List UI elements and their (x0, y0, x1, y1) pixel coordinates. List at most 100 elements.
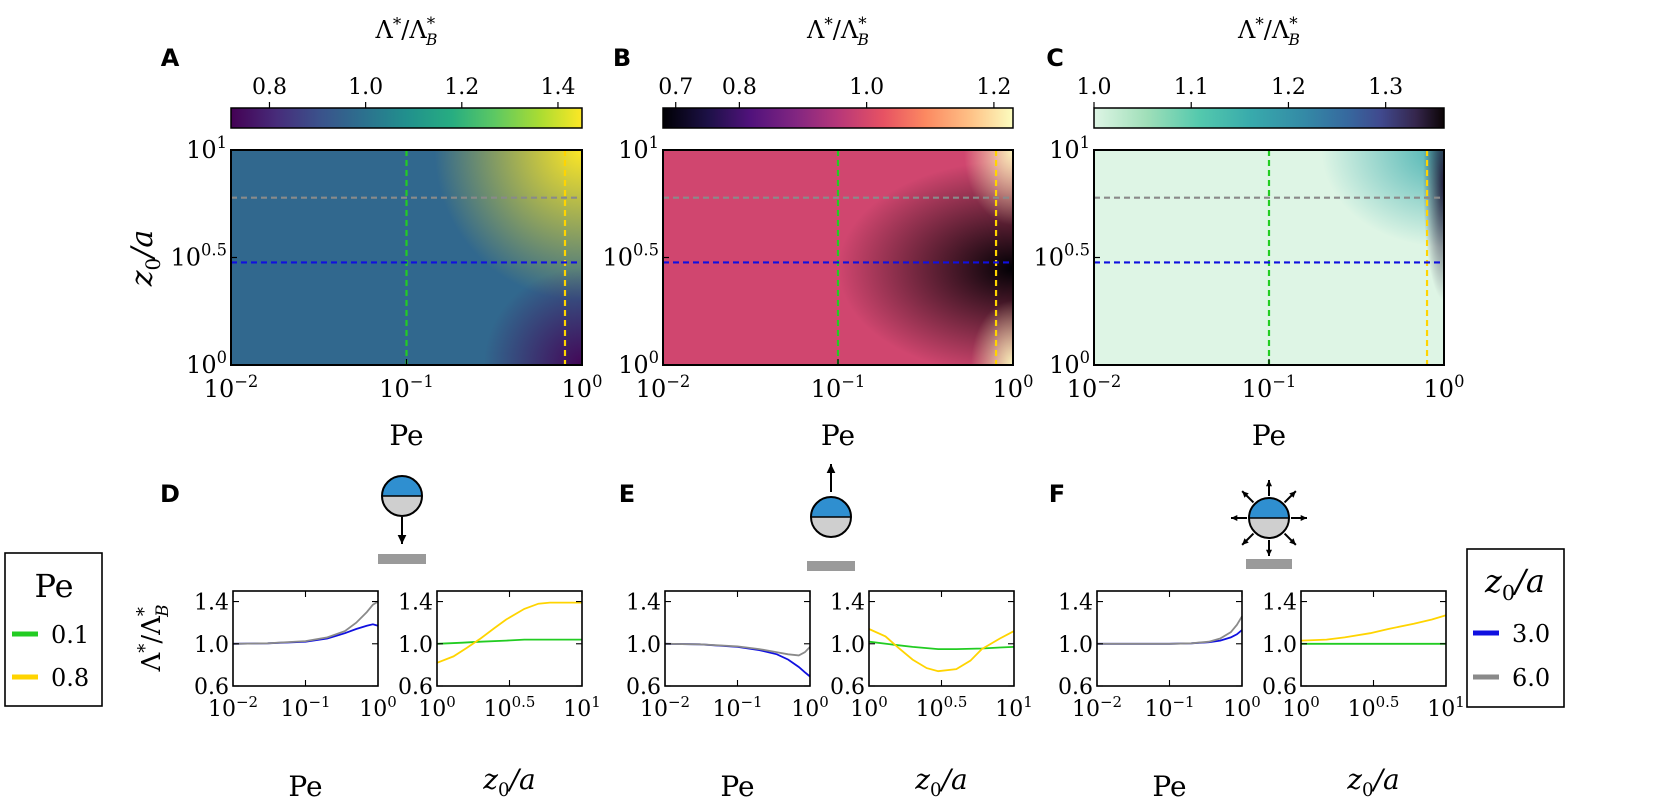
series-line-blue (664, 642, 811, 678)
plot-frame (436, 590, 583, 687)
panel-label: B (613, 44, 631, 72)
x-tick-label: 10−1 (379, 372, 434, 403)
x-tick-label: 100.5 (916, 693, 968, 722)
wall-icon (807, 561, 855, 571)
colorbar-tick-label: 0.8 (252, 75, 287, 100)
x-axis-label: Pe (821, 419, 855, 452)
arrow-icon (826, 464, 836, 492)
x-tick-label: 100 (562, 372, 603, 403)
heatmap-field (1094, 150, 1444, 365)
sphere-bottom (1249, 518, 1289, 538)
colorbar-tick-label: 1.2 (444, 75, 479, 100)
sphere-bottom (382, 496, 422, 516)
sphere-bottom (811, 517, 851, 537)
legend-entry-label: 3.0 (1512, 620, 1550, 648)
y-axis-label: z0/a (125, 230, 165, 288)
legends: Pe 0.1 0.8 z0/a 3.0 6.0 (4, 548, 1565, 708)
x-tick-label: 101 (563, 693, 601, 722)
x-tick-label: 10−2 (1072, 693, 1122, 722)
sphere-top (1249, 498, 1289, 518)
series-line-green (868, 640, 1015, 650)
schematic-d (378, 475, 426, 564)
arrow-icon (1283, 490, 1297, 504)
wall-icon (1246, 559, 1292, 569)
colorbar-label: Λ*/Λ* B (375, 13, 438, 49)
x-axis-label: Pe (1152, 770, 1186, 803)
heatmap-panel-b: B 0.7 0.8 1.0 1.2 Λ*/Λ* B 10−2 10−1 100 Pe 100 100.5… (603, 13, 1034, 452)
legend-title: z0/a (1484, 562, 1545, 605)
heatmap-region (483, 268, 582, 365)
colorbar-tick-label: 1.0 (348, 75, 383, 100)
subplot-vs-z0: 0.6 1.0 1.4 100 100.5 101 z0/a (398, 590, 601, 801)
x-tick-label: 10−1 (280, 693, 330, 722)
legend-pe: Pe 0.1 0.8 (4, 552, 103, 707)
legend-entry-label: 0.1 (51, 621, 89, 649)
x-axis-label: z0/a (482, 763, 535, 801)
arrow-icon (1265, 480, 1273, 496)
x-tick-label: 10−1 (811, 372, 866, 403)
y-tick-label: 100 (1049, 348, 1090, 379)
wall-icon (378, 554, 426, 564)
colorbar-label: Λ*/Λ* B (806, 13, 869, 49)
swimmer-icons (378, 464, 1307, 571)
line-panel-e: E 0.6 1.0 1.4 10−2 10−1 100 Pe 0.6 1.0 1.4 100 100.5… (619, 480, 1033, 803)
legend-frame (4, 552, 103, 707)
heatmap-panels: A 0.8 1.0 1.2 1.4 Λ*/Λ* B 10−2 10−1 100 Pe 100 100.5… (125, 13, 1465, 452)
x-tick-label: 100 (1424, 372, 1465, 403)
arrow-icon (397, 517, 407, 544)
colorbar-tick-label: 1.4 (540, 75, 575, 100)
y-tick-label: 0.6 (194, 675, 229, 700)
legend-frame (1466, 548, 1565, 708)
x-tick-label: 100 (791, 693, 829, 722)
arrow-head (826, 464, 836, 474)
y-tick-label: 0.6 (398, 675, 433, 700)
arrow-head (1242, 491, 1249, 498)
legend-title: Pe (34, 567, 73, 605)
x-tick-label: 101 (995, 693, 1033, 722)
y-tick-label: 1.4 (626, 591, 661, 616)
y-tick-label: 1.0 (830, 633, 865, 658)
x-tick-label: 100 (850, 693, 888, 722)
arrow-head (1289, 538, 1296, 545)
x-tick-label: 10−2 (204, 372, 259, 403)
heatmap-region (971, 300, 1013, 365)
heatmap-panel-a: A 0.8 1.0 1.2 1.4 Λ*/Λ* B 10−2 10−1 100 Pe 100 100.5… (125, 13, 603, 452)
legend-z0: z0/a 3.0 6.0 (1466, 548, 1565, 708)
heatmap-field (663, 150, 1013, 365)
sphere-top (382, 476, 422, 496)
colorbar-tick-label: 1.3 (1368, 75, 1403, 100)
colorbar (662, 107, 1014, 129)
arrow-icon (1231, 514, 1247, 522)
x-axis-label: Pe (720, 770, 754, 803)
x-tick-label: 101 (1427, 693, 1465, 722)
colorbar (1093, 107, 1445, 129)
y-tick-label: 100 (618, 348, 659, 379)
x-tick-label: 100 (418, 693, 456, 722)
y-tick-label: 100.5 (603, 240, 660, 271)
line-panel-f: F 0.6 1.0 1.4 10−2 10−1 100 Pe 0.6 1.0 1.4 100 100.5… (1049, 480, 1465, 803)
subplot-vs-pe: 0.6 1.0 1.4 10−2 10−1 100 Pe (626, 590, 829, 803)
sphere-outline (810, 496, 852, 538)
arrow-icon (1283, 532, 1297, 546)
y-tick-label: 0.6 (1058, 675, 1093, 700)
arrow-icon (1241, 532, 1255, 546)
subplot-vs-pe: 0.6 1.0 1.4 10−2 10−1 100 Pe (1058, 590, 1261, 803)
x-tick-label: 10−2 (1067, 372, 1122, 403)
swimmer-sphere-icon (381, 475, 423, 517)
series-line-gray (1097, 615, 1243, 645)
legend-entry-label: 6.0 (1512, 664, 1550, 692)
x-tick-label: 100 (1282, 693, 1320, 722)
x-tick-label: 10−1 (1144, 693, 1194, 722)
colorbar-tick-label: 1.1 (1174, 75, 1209, 100)
colorbar-tick-label: 1.2 (1271, 75, 1306, 100)
series-line-green (436, 638, 582, 645)
line-panel-d: D 0.6 1.0 1.4 10−2 10−1 100 Pe 0.6 1.0 1.4 100 100.5… (134, 480, 601, 803)
y-tick-label: 100.5 (1034, 240, 1091, 271)
x-tick-label: 10−1 (1242, 372, 1297, 403)
colorbar-tick-label: 1.0 (1077, 75, 1112, 100)
x-tick-label: 10−2 (208, 693, 258, 722)
sphere-outline (1248, 497, 1290, 539)
y-tick-label: 0.6 (1262, 675, 1297, 700)
y-tick-label: 1.4 (194, 591, 229, 616)
